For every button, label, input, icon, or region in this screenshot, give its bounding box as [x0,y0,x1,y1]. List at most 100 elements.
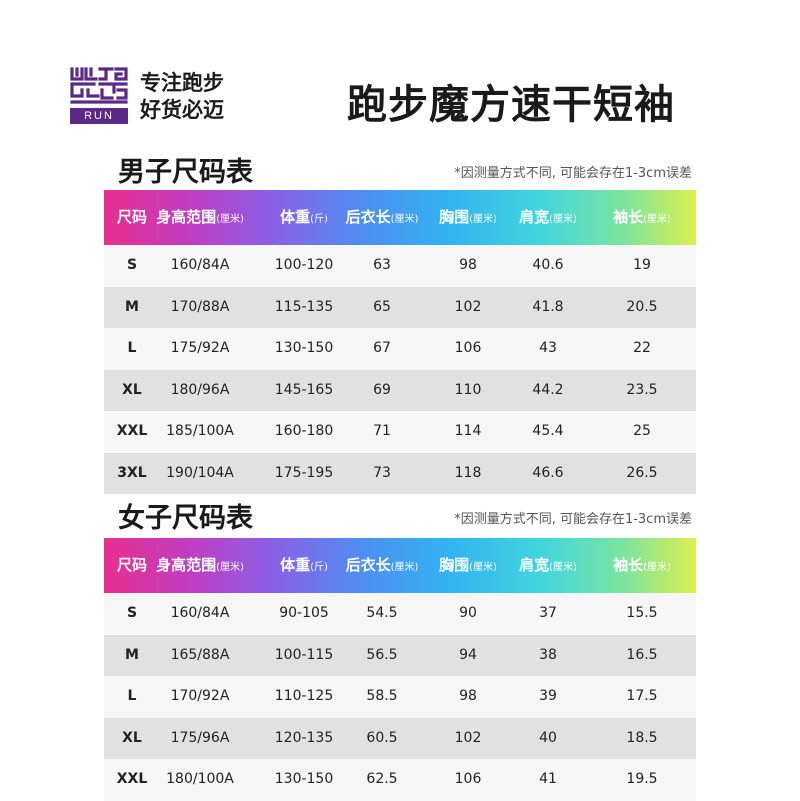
value-cell: 65 [373,298,391,315]
value-cell: 67 [373,340,391,356]
value-cell: 175-195 [274,464,334,481]
size-cell: S [126,605,138,621]
size-cell: M [125,646,139,663]
value-cell: 185/100A [166,423,234,439]
maze-logo-icon [70,67,128,104]
value-cell: 94 [459,646,477,663]
value-cell: 118 [454,464,482,481]
column-header-label: 后衣长 [345,556,391,574]
logo-run-text: RUN [70,108,128,124]
product-title: 跑步魔方速干短袖 [347,82,675,128]
column-header: 尺码 [104,190,160,245]
women-size-chart-title: 女子尺码表 [118,503,253,534]
value-cell: 170/92A [170,688,230,704]
column-header-label: 袖长 [613,556,644,574]
value-cell: 25 [633,423,651,439]
value-cell: 175/92A [170,340,230,356]
size-cell: XXL [116,423,148,439]
column-header-label: 后衣长 [345,208,391,226]
value-cell: 110 [454,381,482,398]
column-header-unit: (斤) [310,562,328,573]
value-cell: 98 [459,257,477,273]
value-cell: 40 [539,729,557,746]
size-cell: S [126,257,138,273]
value-cell: 73 [373,464,391,481]
men-size-chart-title: 男子尺码表 [118,157,253,188]
table-row: XL 175/96A 120-135 60.5 102 40 18.5 [104,717,696,759]
value-cell: 175/96A [170,729,230,746]
value-cell: 26.5 [626,464,658,481]
brand-slogan: 专注跑步 好货必迈 [140,70,224,124]
value-cell: 45.4 [532,423,564,439]
value-cell: 100-120 [274,257,334,273]
table-header-row: 尺码 身高范围(厘米) 体重(斤) 后衣长(厘米) 胸围(厘米) 肩宽(厘米) 袖长(厘米) [104,190,696,245]
size-cell: XXL [116,771,148,787]
value-cell: 110-125 [274,688,334,704]
column-header-label: 肩宽 [519,208,550,226]
value-cell: 41.8 [532,298,564,315]
value-cell: 102 [454,298,482,315]
column-header-unit: (厘米) [216,562,244,573]
value-cell: 62.5 [366,771,398,787]
value-cell: 16.5 [626,646,658,663]
column-header-label: 肩宽 [519,556,550,574]
slogan-line-2: 好货必迈 [140,98,224,122]
value-cell: 102 [454,729,482,746]
men-size-table: 尺码 身高范围(厘米) 体重(斤) 后衣长(厘米) 胸围(厘米) 肩宽(厘米) 袖长(厘米)… [104,190,696,494]
column-header-unit: (厘米) [216,214,244,225]
value-cell: 160/84A [170,605,230,621]
value-cell: 63 [373,257,391,273]
table-row: XL 180/96A 145-165 69 110 44.2 23.5 [104,369,696,411]
value-cell: 190/104A [166,464,234,481]
table-row: M 170/88A 115-135 65 102 41.8 20.5 [104,286,696,328]
size-cell: M [125,298,139,315]
column-header-unit: (厘米) [549,214,577,225]
column-header-label: 身高范围 [156,556,217,574]
value-cell: 22 [633,340,651,356]
column-header: 后衣长(厘米) [342,538,422,593]
value-cell: 130-150 [274,340,334,356]
size-cell: L [127,340,137,356]
women-size-table: 尺码 身高范围(厘米) 体重(斤) 后衣长(厘米) 胸围(厘米) 肩宽(厘米) 袖长(厘米)… [104,538,696,801]
value-cell: 19 [633,257,651,273]
column-header-unit: (厘米) [643,214,671,225]
column-header-unit: (斤) [310,214,328,225]
column-header: 体重(斤) [264,538,344,593]
value-cell: 100-115 [274,646,334,663]
women-section-header: 女子尺码表 *因测量方式不同, 可能会存在1-3cm误差 [104,496,696,536]
column-header-label: 体重 [280,556,311,574]
value-cell: 90 [459,605,477,621]
value-cell: 23.5 [626,381,658,398]
brand-logo: RUN [70,66,128,124]
column-header-unit: (厘米) [390,562,419,573]
column-header: 胸围(厘米) [428,190,508,245]
table-header-row: 尺码 身高范围(厘米) 体重(斤) 后衣长(厘米) 胸围(厘米) 肩宽(厘米) 袖长(厘米) [104,538,696,593]
value-cell: 54.5 [366,605,398,621]
column-header-unit: (厘米) [390,214,419,225]
table-row: L 170/92A 110-125 58.5 98 39 17.5 [104,676,696,718]
value-cell: 170/88A [170,298,230,315]
value-cell: 40.6 [532,257,564,273]
table-row: XXL 185/100A 160-180 71 114 45.4 25 [104,411,696,453]
column-header-unit: (厘米) [549,562,577,573]
men-section-header: 男子尺码表 *因测量方式不同, 可能会存在1-3cm误差 [104,150,696,190]
table-row: S 160/84A 90-105 54.5 90 37 15.5 [104,593,696,635]
size-cell: 3XL [117,464,147,481]
column-header: 袖长(厘米) [597,190,687,245]
column-header: 胸围(厘米) [428,538,508,593]
size-cell: XL [122,729,142,746]
value-cell: 130-150 [274,771,334,787]
column-header: 身高范围(厘米) [140,538,260,593]
value-cell: 37 [539,605,557,621]
column-header-unit: (厘米) [469,562,497,573]
value-cell: 115-135 [274,298,334,315]
value-cell: 15.5 [626,605,658,621]
value-cell: 114 [454,423,482,439]
column-header-unit: (厘米) [469,214,497,225]
value-cell: 17.5 [626,688,658,704]
column-header-label: 胸围 [439,208,470,226]
value-cell: 58.5 [366,688,398,704]
column-header: 身高范围(厘米) [140,190,260,245]
value-cell: 43 [539,340,557,356]
size-cell: L [127,688,137,704]
